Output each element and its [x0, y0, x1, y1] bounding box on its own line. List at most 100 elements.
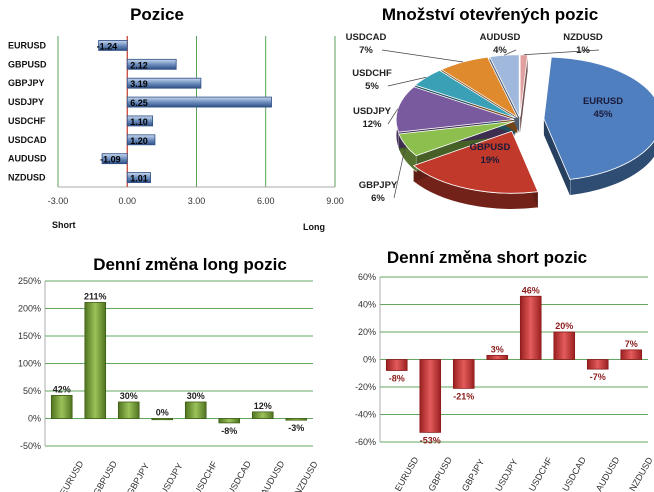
pie-slice — [412, 130, 539, 194]
chart1-x-tick-label: 9.00 — [326, 196, 344, 206]
pie-leader-line — [387, 108, 399, 125]
chart1-category-label: AUDUSD — [8, 154, 47, 164]
chart4-y-tick-label: 40% — [358, 300, 376, 310]
chart3-data-label: -3% — [288, 423, 304, 433]
chart3-category-label: USDCAD — [225, 459, 253, 492]
pie-leader-line — [504, 49, 517, 56]
pie-slice-label: AUDUSD — [480, 32, 521, 43]
chart3-data-label: 12% — [254, 401, 272, 411]
chart1-x-tick-label: 6.00 — [257, 196, 275, 206]
chart4-category-label: USDJPY — [493, 457, 519, 492]
chart4-category-label: USDCAD — [560, 455, 588, 492]
chart4-category-label: EURUSD — [393, 455, 421, 492]
pie-slice-pct: 45% — [593, 109, 613, 120]
chart4-bar — [486, 354, 509, 360]
pie-slice-pct: 4% — [493, 45, 507, 56]
chart4-y-tick-label: -20% — [355, 382, 376, 392]
chart4-y-tick-label: 20% — [358, 327, 376, 337]
chart3-y-tick-label: 250% — [18, 276, 41, 286]
chart1-title: Pozice — [130, 5, 184, 24]
chart3-category-label: USDCHF — [192, 459, 220, 492]
chart4-y-tick-label: -40% — [355, 410, 376, 420]
chart4-y-tick-label: 60% — [358, 272, 376, 282]
chart4-data-label: 3% — [491, 344, 504, 354]
pie-slice-pct: 7% — [359, 45, 373, 56]
chart3-category-label: EURUSD — [58, 459, 86, 492]
chart3-bar — [84, 302, 107, 419]
chart3-bar — [285, 418, 308, 421]
chart3-bar — [184, 401, 207, 419]
chart4-title: Denní změna short pozic — [387, 248, 587, 267]
pie-slice — [519, 54, 529, 117]
chart4-category-label: AUDUSD — [594, 455, 622, 492]
chart1-bar — [98, 40, 128, 51]
chart4-category-label: GBPJPY — [460, 457, 486, 492]
chart1-category-label: USDCAD — [8, 135, 47, 145]
chart3-y-tick-label: -50% — [20, 441, 41, 451]
chart3-data-label: 211% — [84, 291, 107, 301]
chart4-bar — [519, 295, 542, 360]
chart4-y-tick-label: 0% — [363, 355, 376, 365]
chart1-data-label: 3.19 — [130, 79, 148, 89]
chart1-x-tick-label: 3.00 — [188, 196, 206, 206]
chart3-bar — [151, 418, 174, 421]
chart3-category-label: NZDUSD — [292, 459, 320, 492]
pie-slice — [398, 120, 515, 157]
short-change-bar-chart: -60% -40% -20% 0% 20% 40% 60% -8% EURUSD -53% GBPU… — [355, 272, 654, 492]
chart1-category-label: GBPJPY — [8, 78, 45, 88]
chart3-y-tick-label: 50% — [23, 386, 41, 396]
pie-slice-label: USDCHF — [352, 68, 392, 79]
chart4-data-label: -8% — [389, 374, 405, 384]
chart3-y-tick-label: 100% — [18, 359, 41, 369]
chart4-data-label: -7% — [590, 372, 606, 382]
chart1-data-label: -1.09 — [100, 155, 121, 165]
chart3-category-label: GBPJPY — [125, 461, 151, 492]
chart3-data-label: 30% — [120, 391, 138, 401]
pie-slice-pct: 12% — [362, 119, 382, 130]
chart1-data-label: 6.25 — [130, 98, 148, 108]
chart3-y-tick-label: 150% — [18, 331, 41, 341]
pie-slice-wall — [520, 54, 528, 133]
pie-slice-label: GBPJPY — [359, 180, 398, 191]
chart4-category-label: NZDUSD — [627, 455, 654, 492]
chart4-category-label: USDCHF — [527, 455, 555, 492]
chart1-bar — [126, 77, 202, 89]
open-positions-pie-chart: EURUSD 45% GBPUSD 19% GBPJPY 6% USDJPY 12% USDCH… — [346, 32, 654, 210]
chart3-data-label: 30% — [187, 391, 205, 401]
pie-leader-line — [387, 76, 427, 87]
chart3-category-label: GBPUSD — [91, 459, 119, 492]
pie-slice-pct: 19% — [480, 155, 500, 166]
chart1-bar — [126, 58, 177, 70]
chart1-data-label: 1.10 — [130, 117, 148, 127]
chart4-y-tick-label: -60% — [355, 437, 376, 447]
chart3-bar — [218, 418, 241, 424]
pie-slice-pct: 6% — [371, 193, 385, 204]
chart3-bar — [251, 411, 274, 419]
pie-leader-line — [393, 145, 407, 199]
chart4-bar — [620, 349, 643, 360]
chart1-data-label: -1.24 — [97, 41, 118, 51]
chart1-data-label: 1.20 — [130, 136, 148, 146]
pie-leader-line — [381, 49, 464, 63]
chart4-data-label: 46% — [522, 285, 540, 295]
pie-slice-pct: 1% — [576, 45, 590, 56]
chart1-bar — [126, 96, 272, 108]
chart4-bar — [452, 359, 475, 389]
chart3-bar — [50, 394, 73, 419]
long-change-bar-chart: -50% 0% 50% 100% 150% 200% 250% 42% EURUSD 211% GB… — [18, 276, 320, 492]
chart1-bar — [126, 134, 156, 146]
chart1-category-label: USDCHF — [8, 116, 46, 126]
chart1-category-label: NZDUSD — [8, 173, 46, 183]
pie-slice — [414, 69, 516, 119]
chart1-xlabel-long: Long — [303, 222, 325, 232]
chart3-category-label: USDJPY — [158, 461, 184, 492]
positions-bar-chart: -3.00 0.00 3.00 6.00 9.00 EURUSD -1.24 GBPUSD 2.… — [8, 36, 344, 206]
chart1-category-label: EURUSD — [8, 40, 47, 50]
chart4-bar — [419, 359, 442, 433]
pie-slice-label: USDJPY — [353, 106, 392, 117]
chart3-y-tick-label: 0% — [28, 414, 41, 424]
chart3-category-label: AUDUSD — [259, 459, 287, 492]
chart4-data-label: 20% — [555, 321, 573, 331]
chart4-category-label: GBPUSD — [426, 455, 454, 492]
